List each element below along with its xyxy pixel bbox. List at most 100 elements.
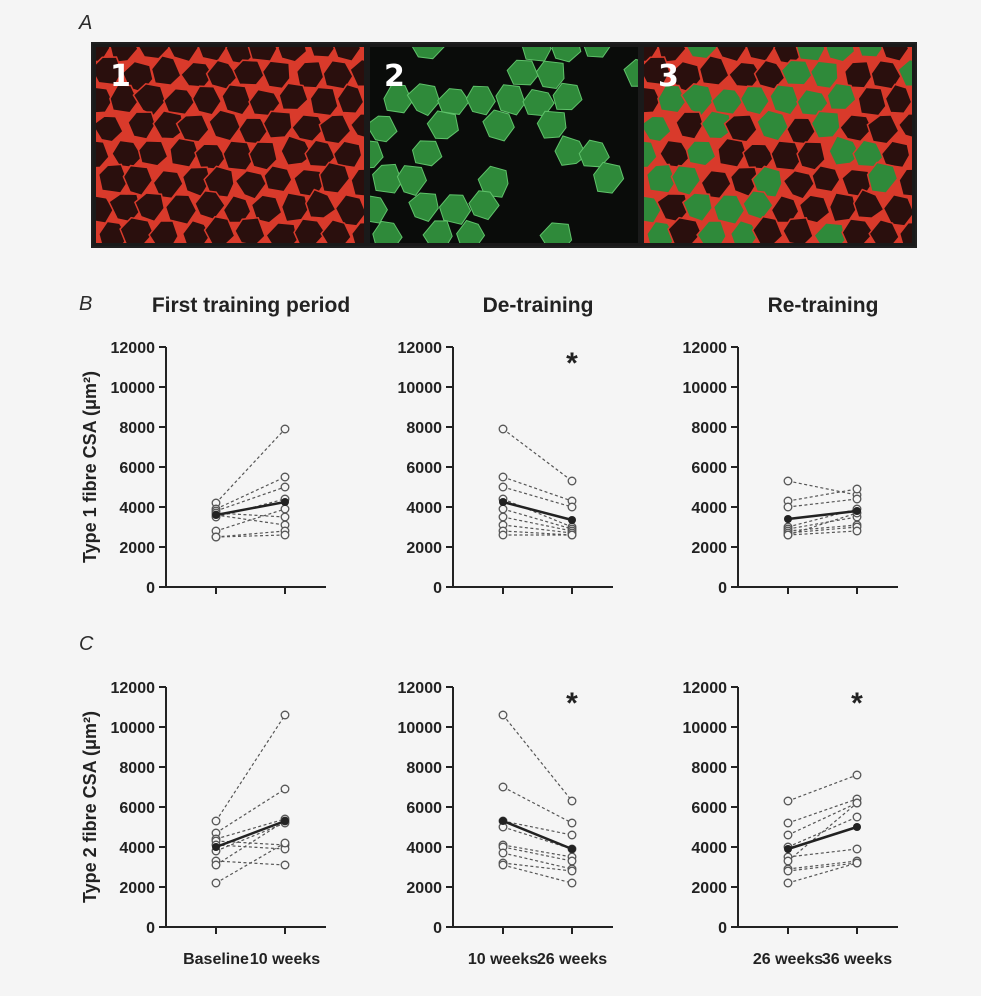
individual-series-line	[502, 852, 573, 870]
type2-fibre-cell	[477, 165, 509, 198]
y-tick-label: 4000	[406, 840, 442, 857]
fibre-cell	[234, 169, 268, 200]
individual-series-line	[502, 864, 573, 884]
individual-series-line	[502, 498, 573, 528]
fibre-cell	[667, 216, 703, 243]
y-tick-label: 12000	[398, 340, 443, 357]
type2-fibre-cell	[406, 83, 441, 117]
fibre-cell	[304, 188, 337, 219]
fibre-cell	[880, 140, 911, 169]
fibre-cell	[280, 134, 314, 167]
fibre-cell	[191, 85, 223, 116]
fibre-cell	[796, 141, 826, 171]
fibre-cell	[152, 110, 186, 140]
fibre-cell	[122, 164, 154, 197]
micrograph-merged: 3	[644, 47, 912, 243]
individual-point	[498, 710, 508, 720]
individual-series-line	[787, 862, 858, 884]
type2-fibre-cell	[552, 82, 583, 111]
fibre-cell	[265, 222, 299, 243]
mean-series-line	[502, 500, 573, 522]
y-tick-label: 10000	[111, 720, 156, 737]
x-tick-label: 10 weeks	[468, 951, 538, 968]
fibre-cell	[320, 218, 352, 243]
individual-point	[783, 830, 793, 840]
y-tick-label: 8000	[691, 420, 727, 437]
fibre-cell	[700, 169, 732, 200]
fibre-cell	[866, 114, 900, 145]
fibre-cell	[868, 218, 900, 243]
type2-fibre-cell	[456, 219, 486, 243]
type2-fibre-cell	[372, 220, 403, 243]
y-tick-label: 12000	[683, 680, 728, 697]
fibre-cell	[828, 134, 862, 167]
individual-series-line	[215, 508, 286, 532]
individual-series-line	[215, 714, 286, 822]
fibre-cell	[221, 84, 252, 116]
fibre-cell	[96, 56, 123, 86]
y-tick-label: 4000	[119, 500, 155, 517]
individual-point	[498, 504, 508, 514]
y-tick-label: 6000	[406, 800, 442, 817]
type2-fibre-cell	[495, 84, 526, 116]
individual-point	[852, 770, 862, 780]
micrograph-label-2: 2	[384, 59, 405, 94]
individual-point	[280, 784, 290, 794]
fibre-cell	[712, 193, 746, 226]
y-tick-label: 10000	[683, 720, 728, 737]
individual-point	[567, 830, 577, 840]
significance-marker: *	[566, 347, 578, 380]
fibre-cell	[843, 60, 873, 89]
individual-point	[783, 476, 793, 486]
fibre-cell	[782, 169, 816, 200]
type2-fibre-cell	[383, 84, 413, 114]
type2-fibre-cell	[396, 165, 428, 196]
individual-point	[852, 494, 862, 504]
individual-series-line	[787, 860, 858, 870]
individual-point	[852, 484, 862, 494]
fibre-cell	[685, 140, 717, 167]
fibre-cell	[645, 220, 677, 243]
individual-point	[280, 504, 290, 514]
mean-point	[784, 845, 792, 853]
individual-point	[567, 878, 577, 888]
individual-series-line	[215, 818, 286, 840]
fibre-cell	[700, 110, 734, 140]
y-tick-label: 8000	[119, 760, 155, 777]
fibre-cell	[644, 115, 672, 143]
type2-fibre-cell	[506, 59, 539, 86]
fibre-cell	[769, 84, 800, 116]
y-tick-label: 0	[146, 920, 155, 937]
fibre-cell	[897, 113, 912, 139]
y-tick-label: 0	[433, 920, 442, 937]
individual-series-line	[787, 516, 858, 530]
type2-fibre-cell	[438, 194, 472, 225]
fibre-cell	[644, 140, 658, 169]
fibre-cell	[884, 83, 912, 114]
fibre-cell	[349, 113, 364, 139]
individual-point	[783, 818, 793, 828]
fibre-cell	[127, 111, 157, 140]
individual-series-line	[787, 498, 858, 508]
chart-c-1: 0 2000 4000 6000 8000 10000 12000 Baseline 10 we…	[80, 680, 326, 968]
individual-point	[498, 482, 508, 492]
fibre-cell	[681, 192, 714, 223]
individual-series-line	[215, 788, 286, 834]
fibre-cell	[898, 221, 912, 243]
fibre-cell	[336, 83, 364, 114]
individual-series-line	[502, 530, 573, 536]
fibre-cell	[97, 163, 129, 194]
y-tick-label: 0	[146, 580, 155, 597]
fibre-cell	[332, 140, 363, 169]
y-tick-label: 6000	[406, 460, 442, 477]
fibre-cell	[729, 219, 760, 243]
individual-point	[852, 812, 862, 822]
individual-point	[280, 838, 290, 848]
type2-fibre-cell	[551, 47, 582, 63]
fibre-cell	[250, 194, 283, 224]
individual-point	[783, 856, 793, 866]
fibre-cell	[175, 114, 210, 143]
fibre-cell	[809, 60, 839, 90]
fibre-cell	[852, 188, 885, 219]
